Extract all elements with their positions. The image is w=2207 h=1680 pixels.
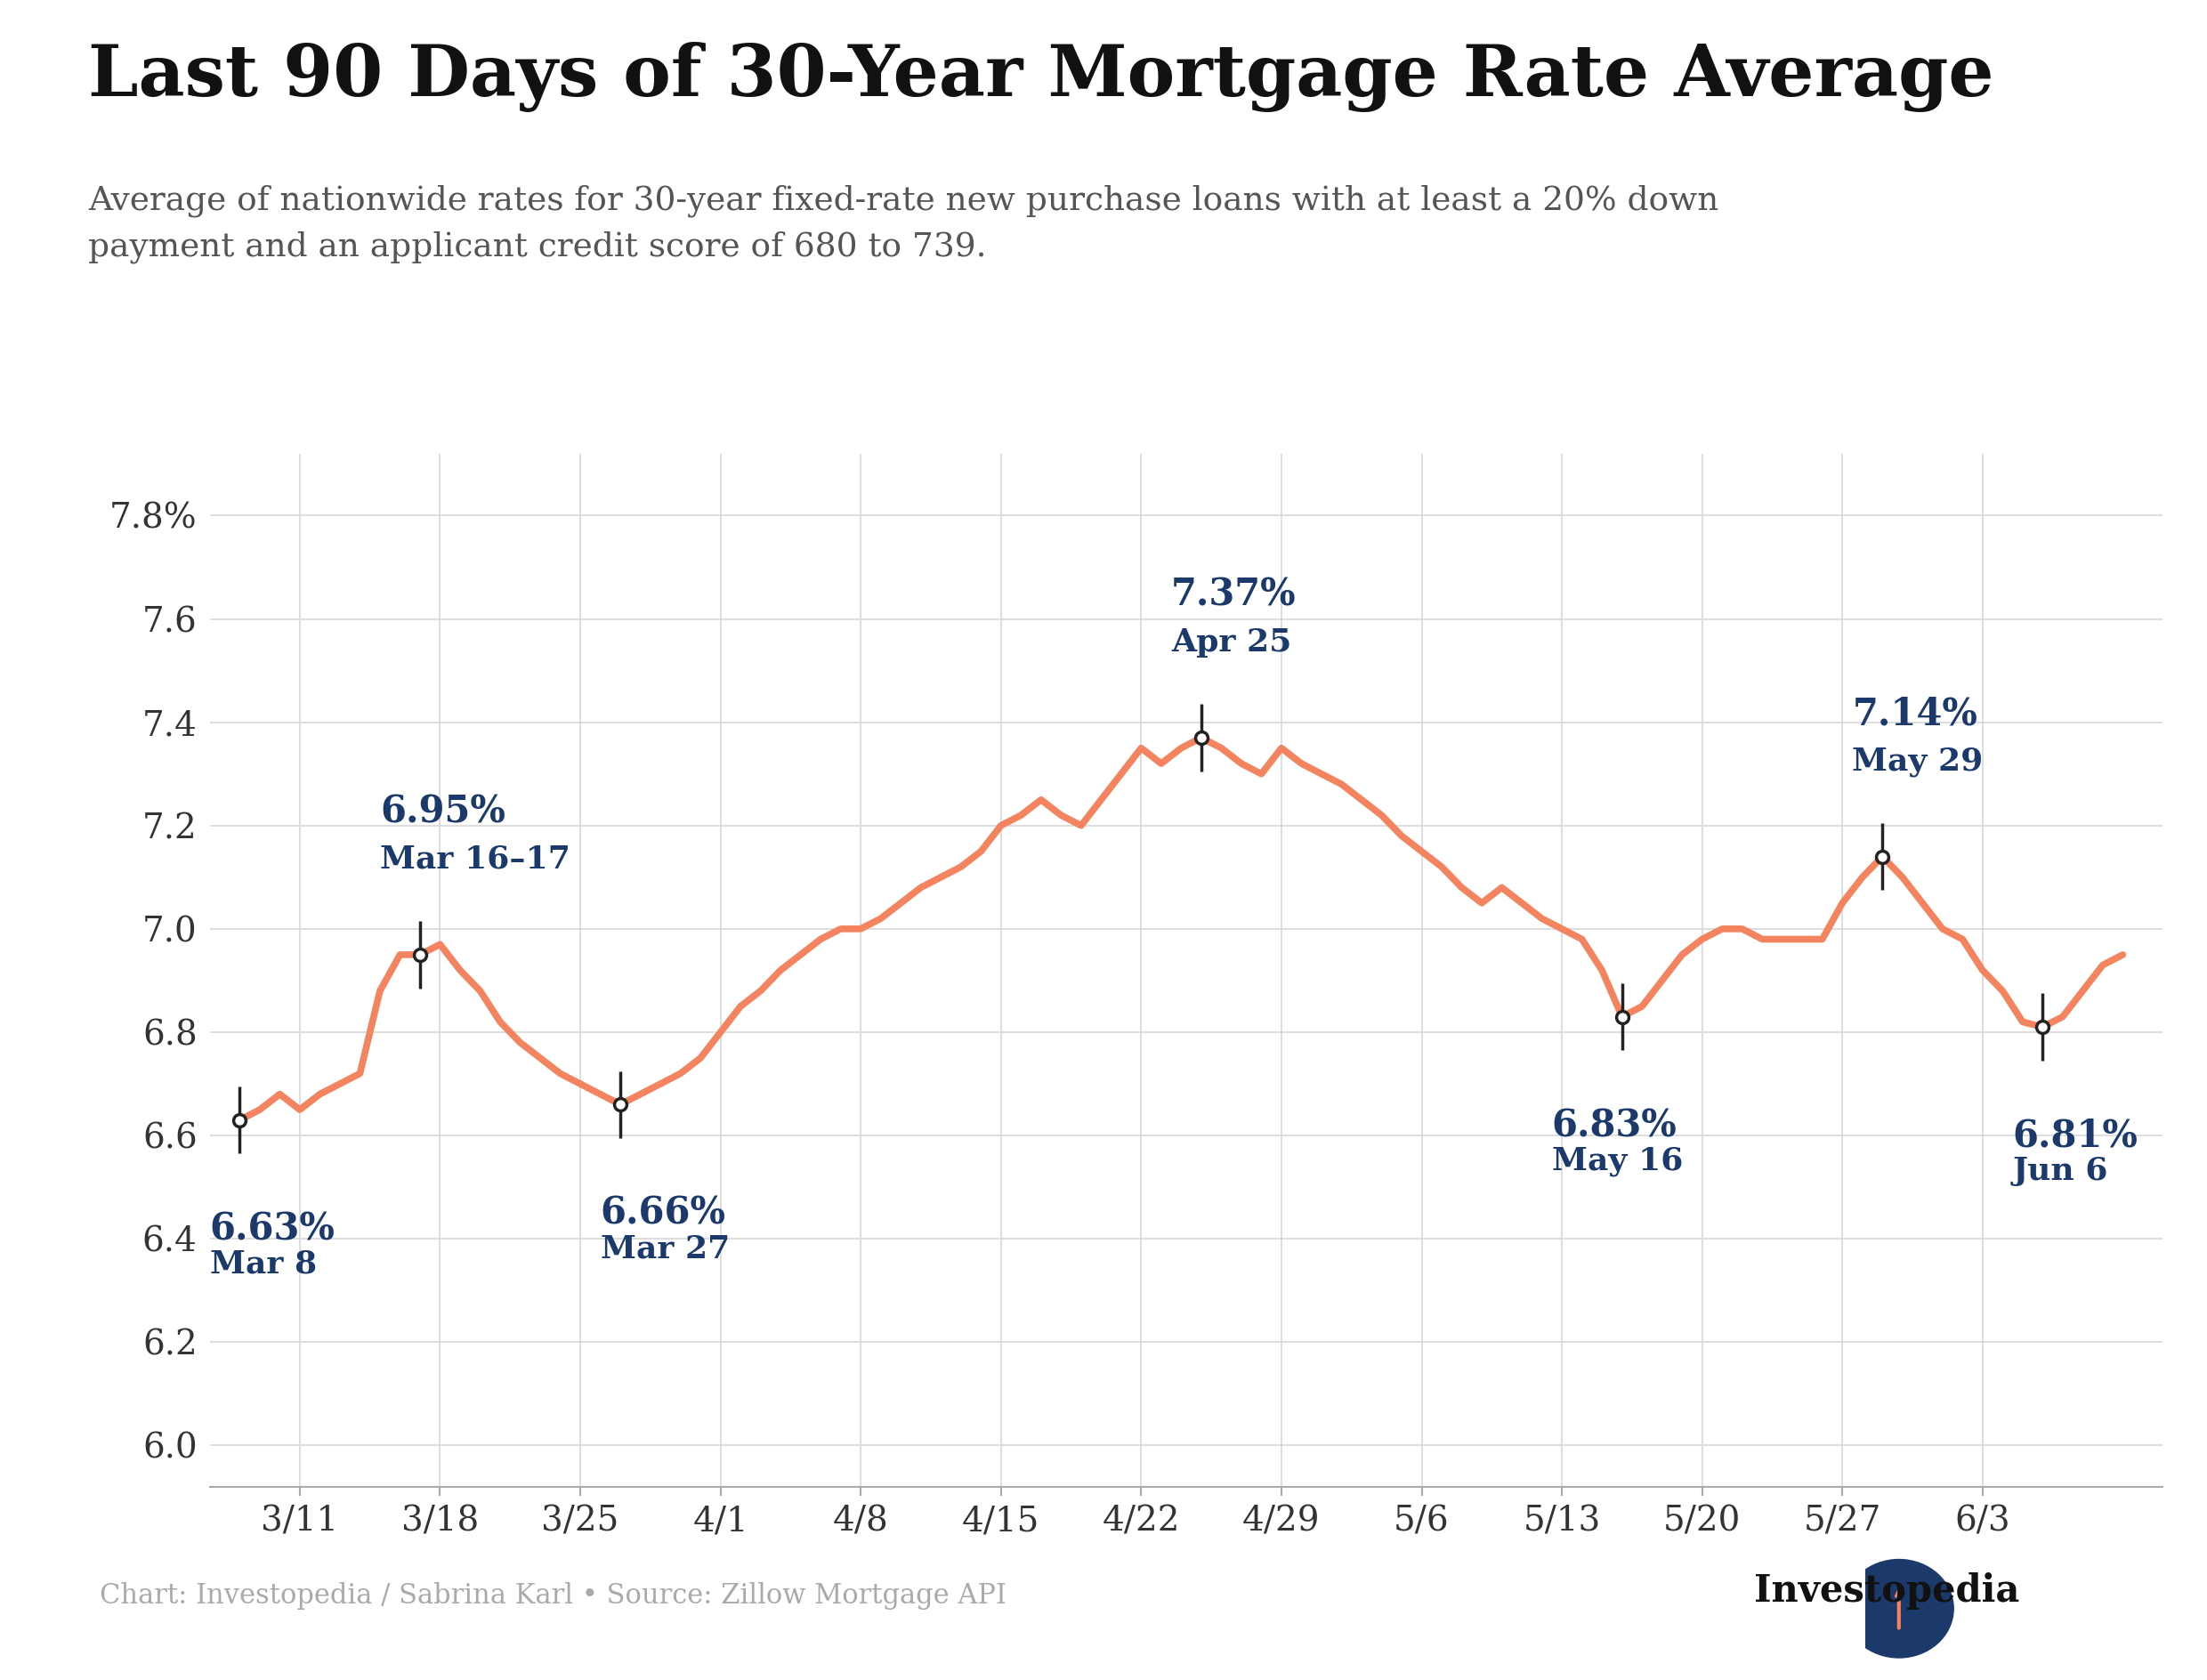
Circle shape — [1845, 1559, 1953, 1658]
Text: May 29: May 29 — [1852, 746, 1984, 776]
Text: Jun 6: Jun 6 — [2013, 1156, 2108, 1186]
Text: Mar 27: Mar 27 — [600, 1233, 731, 1263]
Text: Investopedia: Investopedia — [1755, 1572, 2019, 1609]
Text: Mar 16–17: Mar 16–17 — [380, 845, 569, 875]
Text: 6.95%: 6.95% — [380, 793, 505, 830]
Text: Mar 8: Mar 8 — [210, 1250, 316, 1280]
Text: 6.83%: 6.83% — [1552, 1107, 1677, 1144]
Text: Apr 25: Apr 25 — [1172, 627, 1291, 657]
Text: 6.66%: 6.66% — [600, 1194, 726, 1233]
Text: 6.63%: 6.63% — [210, 1210, 335, 1248]
Text: Chart: Investopedia / Sabrina Karl • Source: Zillow Mortgage API: Chart: Investopedia / Sabrina Karl • Sou… — [99, 1583, 1006, 1609]
Text: 6.81%: 6.81% — [2013, 1117, 2139, 1154]
Text: Last 90 Days of 30-Year Mortgage Rate Average: Last 90 Days of 30-Year Mortgage Rate Av… — [88, 42, 1995, 113]
Text: 7.14%: 7.14% — [1852, 696, 1977, 732]
Text: Average of nationwide rates for 30-year fixed-rate new purchase loans with at le: Average of nationwide rates for 30-year … — [88, 185, 1719, 264]
Text: 7.37%: 7.37% — [1172, 576, 1296, 613]
Text: May 16: May 16 — [1552, 1146, 1684, 1176]
